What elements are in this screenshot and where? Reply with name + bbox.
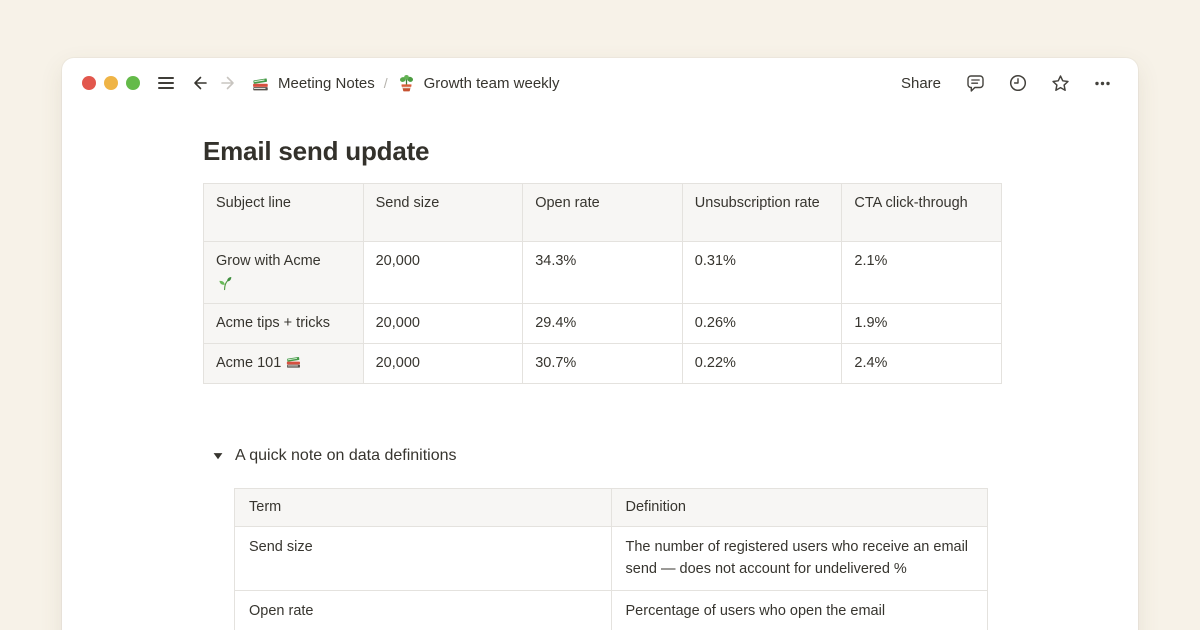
subject-text: Acme 101 [216,355,282,371]
cell-open-rate[interactable]: 30.7% [522,343,683,384]
books-icon [287,356,301,368]
ellipsis-icon [1095,81,1110,85]
hamburger-icon [158,77,174,89]
breadcrumb-separator: / [383,75,388,91]
breadcrumb-label: Growth team weekly [423,74,560,92]
cell-send-size[interactable]: 20,000 [362,343,524,384]
table-row: Acme 101 20,000 30.7% [203,343,1002,384]
subject-text: Acme tips + tricks [216,315,331,331]
table-header-row: Subject line Send size Open rate Unsubsc… [203,183,1002,242]
star-icon [1052,74,1069,91]
table-row: Acme tips + tricks 20,000 29.4% 0.26% 1.… [203,303,1002,344]
cell-unsub-rate[interactable]: 0.22% [681,343,843,384]
window-controls [82,76,140,90]
triangle-down-icon [213,453,223,460]
forward-button[interactable] [218,73,238,93]
toggle-collapse-button[interactable] [207,444,229,468]
back-button[interactable] [190,73,210,93]
notion-window: Meeting Notes / Growth team weekly [62,58,1138,630]
column-header-term[interactable]: Term [234,488,612,527]
potted-plant-icon [399,74,413,91]
favorite-button[interactable] [1050,73,1071,94]
page-content: Email send update Subject line Send size… [62,134,1138,630]
cell-subject[interactable]: Grow with Acme [203,241,364,304]
column-header-unsubscription-rate[interactable]: Unsubscription rate [681,183,843,242]
sidebar-menu-button[interactable] [156,73,176,93]
toggle-label[interactable]: A quick note on data definitions [235,447,457,464]
cell-subject[interactable]: Acme tips + tricks [203,303,364,344]
updates-button[interactable] [1008,73,1028,93]
cell-send-size[interactable]: 20,000 [362,303,524,344]
subject-text: Grow with Acme [216,253,321,269]
breadcrumb-label: Meeting Notes [278,74,375,92]
cell-definition[interactable]: Percentage of users who open the email [610,590,988,630]
cell-open-rate[interactable]: 29.4% [522,303,683,344]
cell-unsub-rate[interactable]: 0.31% [681,241,843,304]
zoom-button[interactable] [126,76,140,90]
breadcrumb-item-meeting-notes[interactable]: Meeting Notes [251,74,375,93]
column-header-definition[interactable]: Definition [610,488,988,527]
definitions-table: Term Definition Send size The number of … [234,488,988,630]
comment-icon [967,75,984,92]
column-header-open-rate[interactable]: Open rate [522,183,683,242]
books-icon [253,77,268,90]
breadcrumb: Meeting Notes / Growth team weekly [251,74,560,93]
table-row: Grow with Acme 20,000 34.3% 0. [203,241,1002,304]
cell-definition[interactable]: The number of registered users who recei… [610,526,988,591]
more-button[interactable] [1093,74,1112,93]
cell-unsub-rate[interactable]: 0.26% [681,303,843,344]
cell-cta[interactable]: 2.1% [841,241,1002,304]
window-topbar: Meeting Notes / Growth team weekly [62,58,1138,108]
arrow-right-icon [221,76,234,90]
arrow-left-icon [194,76,207,90]
close-button[interactable] [82,76,96,90]
cell-send-size[interactable]: 20,000 [362,241,524,304]
share-button[interactable]: Share [900,74,941,92]
page-title[interactable]: Email send update [203,136,430,166]
icon-line [216,275,351,294]
toggle-block: A quick note on data definitions [203,444,1138,468]
table-header-row: Term Definition [234,488,988,527]
email-metrics-table: Subject line Send size Open rate Unsubsc… [203,183,1002,384]
column-header-send-size[interactable]: Send size [362,183,524,242]
cell-term[interactable]: Send size [234,526,612,591]
seedling-icon [219,276,232,291]
column-header-cta-click-through[interactable]: CTA click-through [841,183,1002,242]
cell-term[interactable]: Open rate [234,590,612,630]
table-row: Open rate Percentage of users who open t… [234,590,988,630]
comments-button[interactable] [965,73,986,93]
minimize-button[interactable] [104,76,118,90]
cell-cta[interactable]: 2.4% [841,343,1002,384]
clock-icon [1009,74,1027,92]
cell-subject[interactable]: Acme 101 [203,343,364,384]
table-row: Send size The number of registered users… [234,526,988,591]
breadcrumb-item-growth-team-weekly[interactable]: Growth team weekly [397,74,560,93]
cell-open-rate[interactable]: 34.3% [522,241,683,304]
column-header-subject-line[interactable]: Subject line [203,183,364,242]
cell-cta[interactable]: 1.9% [841,303,1002,344]
